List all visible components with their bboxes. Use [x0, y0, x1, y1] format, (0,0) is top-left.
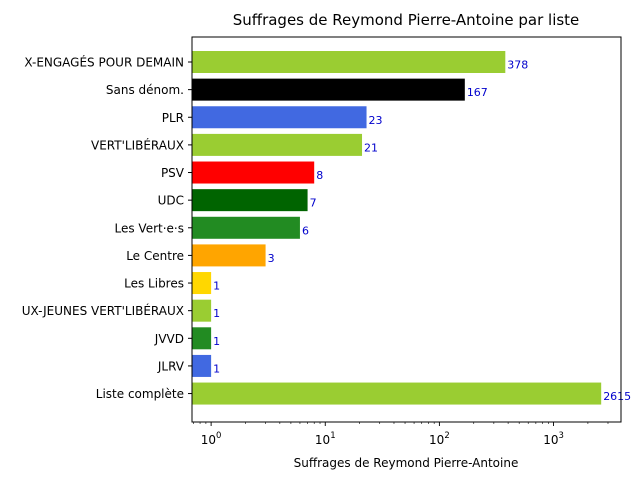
bar [192, 78, 465, 101]
value-label: 2615 [603, 390, 631, 403]
bar [192, 244, 266, 267]
bars-group [192, 51, 602, 405]
category-label: Les Libres [124, 277, 184, 291]
value-label: 23 [369, 114, 383, 127]
x-tick-label: 102 [429, 431, 450, 447]
x-tick-exponent: 1 [330, 431, 335, 441]
bar [192, 354, 212, 377]
x-tick-label: 100 [201, 431, 222, 447]
value-label: 1 [213, 362, 220, 375]
category-label: PSV [161, 166, 185, 180]
chart-title: Suffrages de Reymond Pierre-Antoine par … [233, 11, 580, 29]
category-labels: X-ENGAGÉS POUR DEMAIN Sans dénom. PLR VERT'… [22, 55, 192, 401]
category-label: Les Vert·e·s [115, 221, 185, 235]
value-label: 8 [316, 169, 323, 182]
x-tick-base: 10 [315, 433, 330, 447]
x-tick-label: 101 [315, 431, 336, 447]
x-tick-base: 10 [201, 433, 216, 447]
x-tick-exponent: 3 [558, 431, 563, 441]
x-tick-base: 10 [429, 433, 444, 447]
x-tick-exponent: 0 [216, 431, 221, 441]
category-label: JVVD [154, 332, 184, 346]
category-label: PLR [162, 111, 184, 125]
x-tick-exponent: 2 [444, 431, 449, 441]
bar [192, 189, 308, 212]
bar [192, 106, 367, 129]
value-label: 167 [467, 86, 488, 99]
bar [192, 161, 315, 184]
x-axis-label: Suffrages de Reymond Pierre-Antoine [294, 456, 519, 470]
bar [192, 327, 212, 350]
value-label: 1 [213, 335, 220, 348]
category-label: Le Centre [126, 249, 184, 263]
bar [192, 133, 363, 156]
x-tick-base: 10 [543, 433, 558, 447]
x-axis-ticks: 100 101 102 103 [193, 422, 609, 447]
bar [192, 299, 212, 322]
value-label: 6 [302, 224, 309, 237]
category-label: UDC [158, 194, 184, 208]
bar [192, 51, 506, 73]
bar [192, 216, 300, 239]
category-label: Sans dénom. [106, 83, 184, 97]
plot-frame [191, 36, 622, 423]
category-label: JLRV [157, 359, 185, 373]
category-label: UX-JEUNES VERT'LIBÉRAUX [22, 303, 184, 318]
value-label: 7 [310, 197, 317, 210]
value-label: 378 [507, 59, 528, 72]
value-label: 1 [213, 307, 220, 320]
bar [192, 272, 212, 295]
value-labels: 378 167 23 21 8 7 6 3 1 1 1 1 2615 [213, 59, 631, 404]
category-label: VERT'LIBÉRAUX [91, 137, 184, 152]
category-label: Liste complète [96, 387, 184, 401]
value-label: 21 [364, 141, 378, 154]
value-label: 1 [213, 280, 220, 293]
category-label: X-ENGAGÉS POUR DEMAIN [24, 55, 184, 70]
bar [192, 382, 602, 405]
value-label: 3 [268, 252, 275, 265]
x-tick-label: 103 [543, 431, 564, 447]
